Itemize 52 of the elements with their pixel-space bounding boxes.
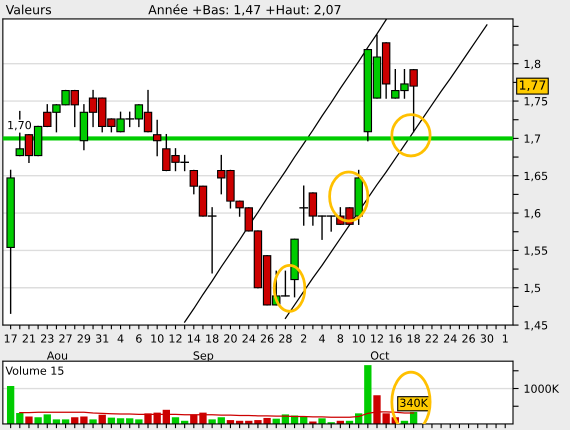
x-tick-label: 26 [260, 334, 274, 343]
x-tick-label: 17 [4, 334, 17, 343]
annotation: Sep [194, 351, 214, 362]
x-tick-label: 10 [151, 334, 164, 343]
chart-subtitle: Année +Bas: 1,47 +Haut: 2,07 [148, 4, 340, 16]
x-tick-label: 18 [206, 334, 218, 343]
x-tick-label: 22 [426, 334, 438, 343]
y-tick-label: 1,8 [524, 60, 540, 70]
x-tick-label: 29 [78, 334, 90, 343]
x-tick-label: 21 [22, 334, 35, 343]
x-tick-label: 24 [242, 334, 256, 343]
y-tick-label: 1000K [524, 384, 560, 393]
x-tick-label: 4 [118, 334, 124, 343]
x-tick-label: 6 [136, 334, 142, 343]
text: Aou [46, 351, 68, 360]
y-tick-label: 1,5 [524, 284, 540, 294]
x-tick-label: 10 [352, 334, 366, 343]
line-series [284, 24, 488, 319]
chart-title: Valeurs [6, 4, 52, 14]
x-tick-label: 14 [188, 334, 200, 343]
x-tick-label: 31 [96, 334, 108, 343]
y-tick-label: 1,6 [524, 209, 540, 219]
ref-line-label: 1,70 [8, 120, 32, 130]
y-tick-label: 1,65 [524, 172, 548, 182]
x-tick-label: 16 [389, 334, 402, 343]
x-tick-label: 28 [279, 334, 292, 343]
chart-title: Volume 15 [5, 366, 64, 375]
bar [410, 412, 418, 424]
y-tick-label: 1,7 [524, 134, 540, 144]
x-tick-label: 23 [41, 334, 54, 343]
text: 1,77 [520, 80, 546, 92]
x-tick-label: 24 [444, 334, 457, 343]
x-tick-label: 4 [319, 334, 325, 343]
x-tick-label: 1 [502, 334, 508, 343]
x-tick-label: 26 [462, 334, 475, 343]
data-label: 340K [400, 398, 428, 407]
y-tick-label: 1,55 [524, 246, 548, 256]
x-tick-label: 12 [170, 334, 182, 343]
x-tick-label: 20 [224, 334, 237, 343]
y-tick-label: 1,45 [524, 321, 548, 331]
x-tick-label: 30 [480, 334, 494, 343]
x-tick-label: 18 [408, 334, 420, 343]
x-tick-label: 12 [371, 334, 383, 343]
y-tick-label: 1,75 [524, 97, 548, 107]
x-tick-label: 2 [301, 334, 306, 343]
x-tick-label: 8 [338, 334, 344, 343]
bar [172, 417, 180, 424]
candlestick [152, 120, 162, 156]
bar [25, 416, 33, 424]
x-tick-label: 27 [59, 334, 72, 343]
text: Oct [370, 351, 390, 360]
bar [108, 418, 116, 424]
